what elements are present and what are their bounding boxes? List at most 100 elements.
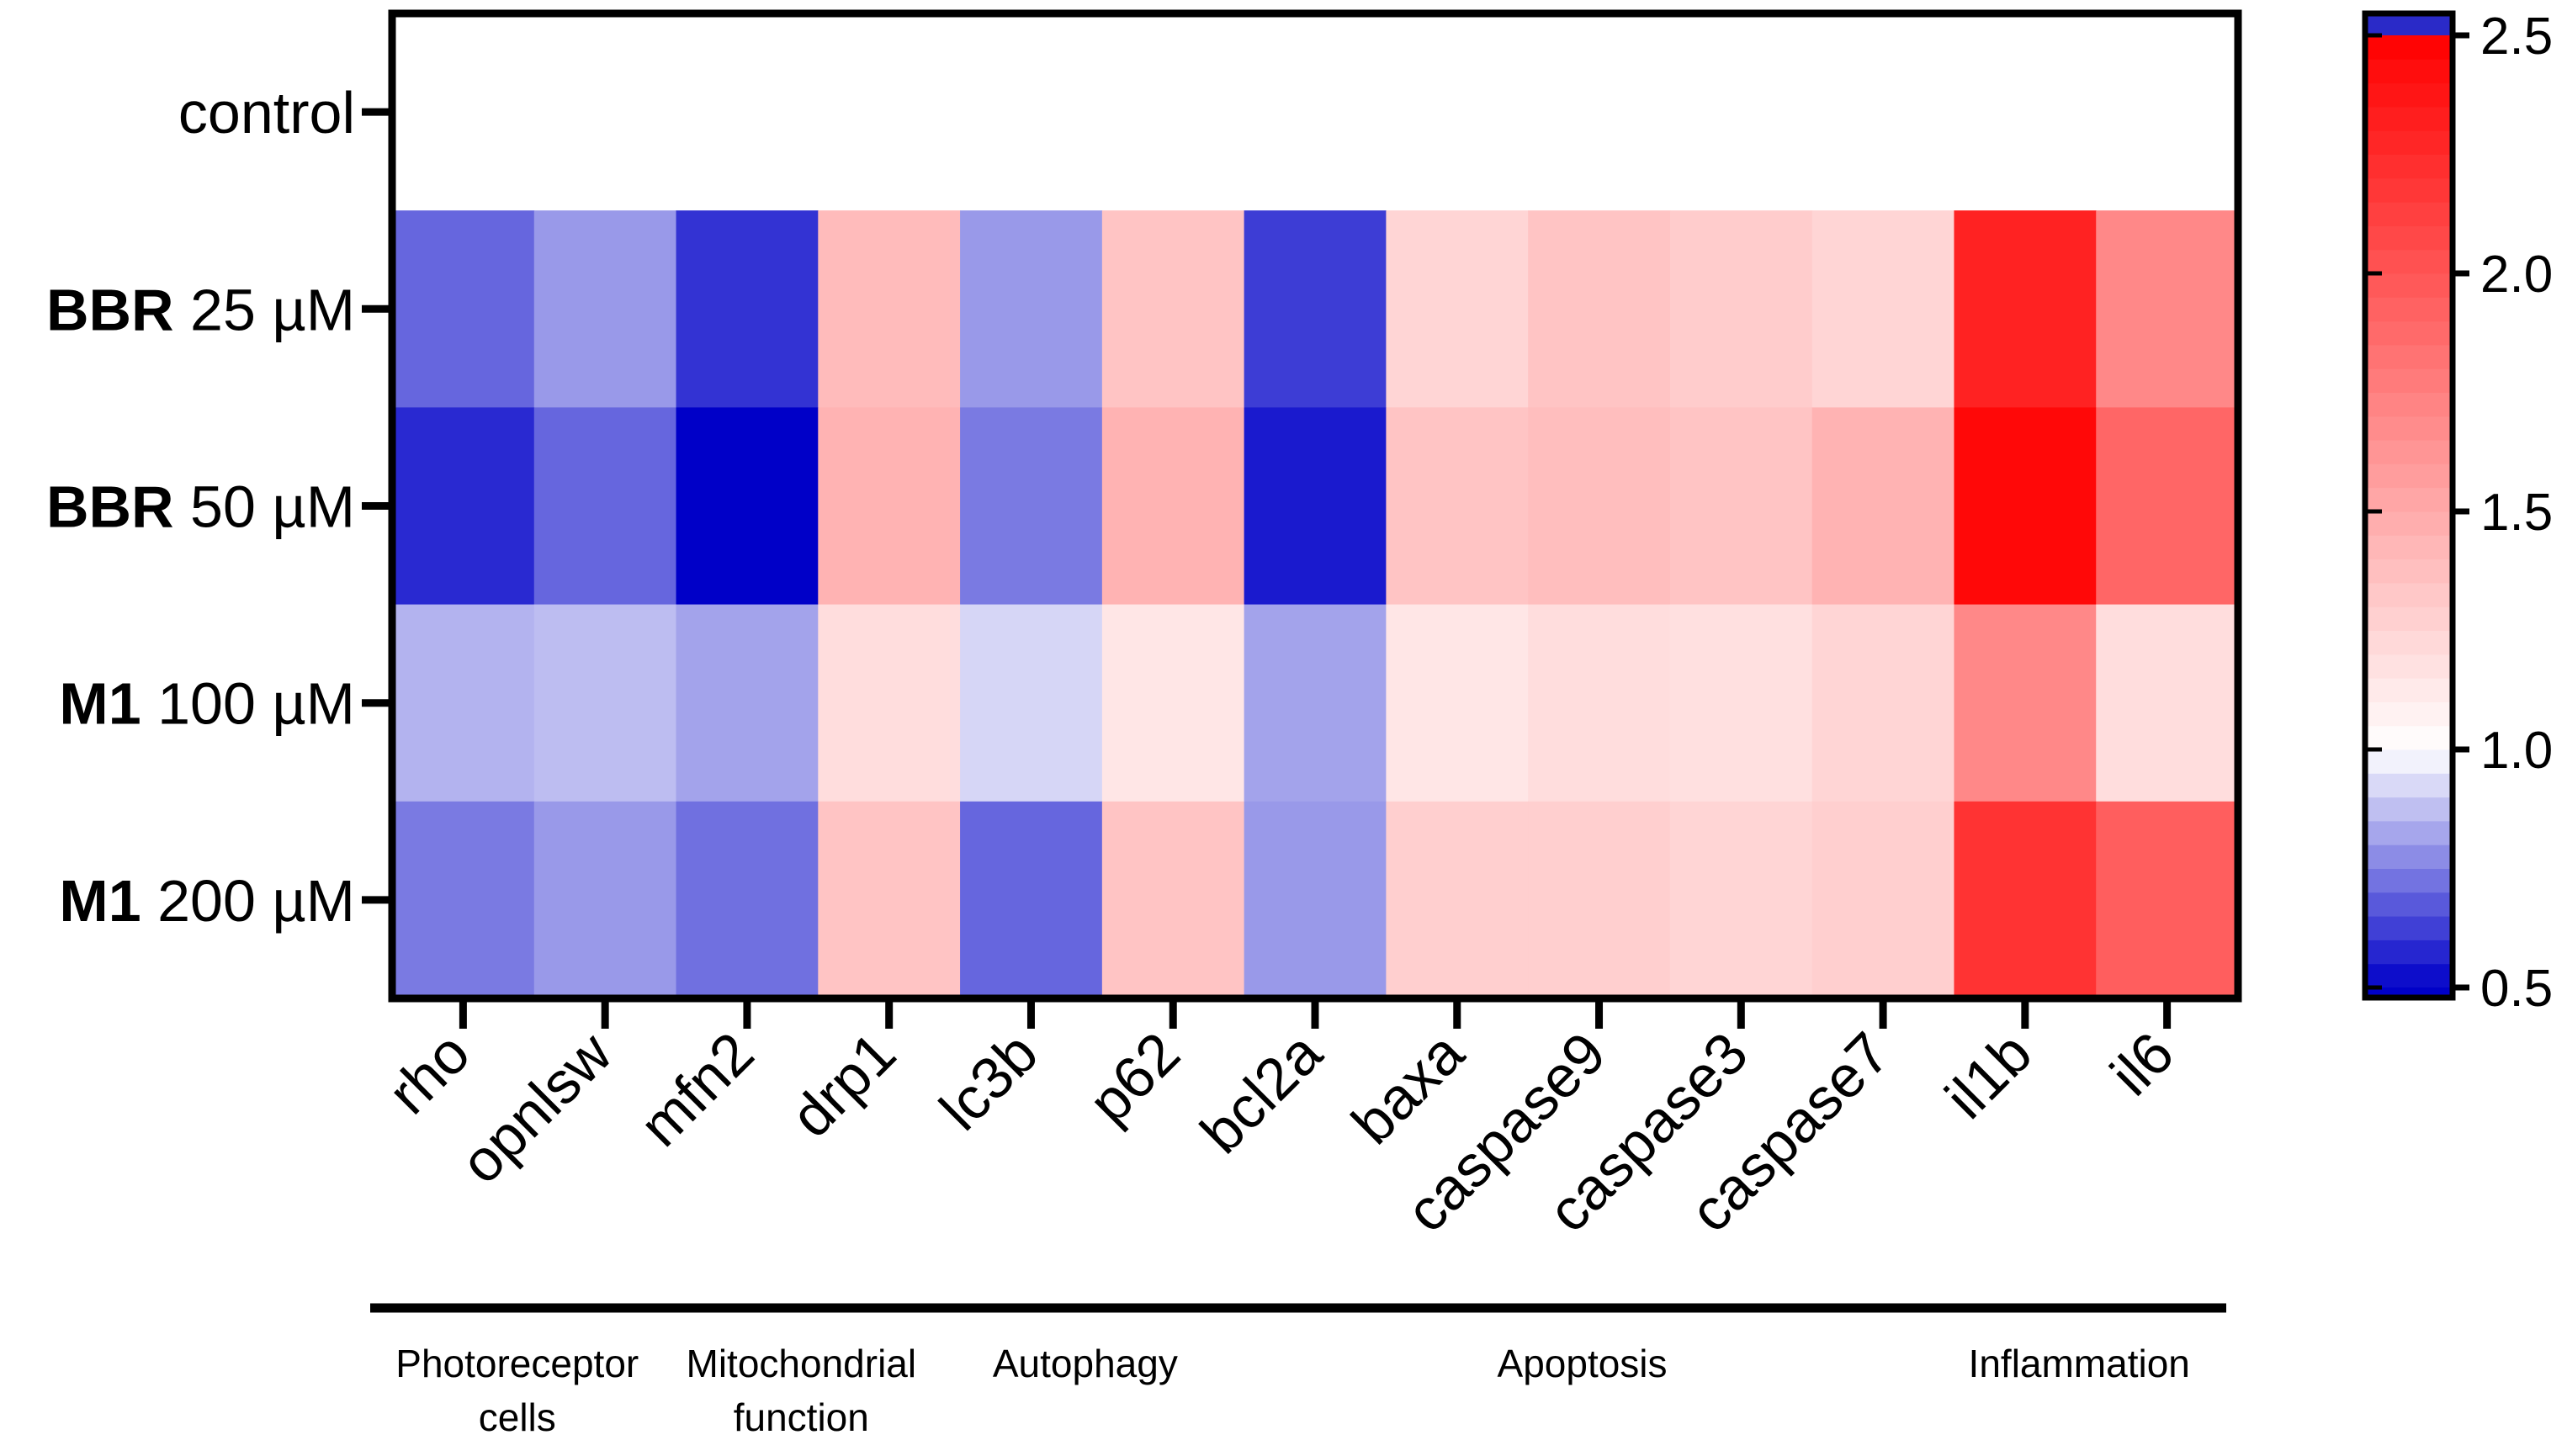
row-space (141, 671, 157, 737)
colorbar-band (2365, 392, 2453, 417)
colorbar-band (2365, 678, 2453, 702)
colorbar-band (2365, 487, 2453, 512)
colorbar-band (2365, 559, 2453, 584)
heatmap-cell (2096, 407, 2239, 606)
colorbar-band (2365, 249, 2453, 274)
heatmap-cell (676, 210, 819, 408)
heatmap-cell (1244, 801, 1387, 999)
heatmap-cell (1811, 801, 1954, 999)
colorbar-tick-label: 0.5 (2480, 960, 2553, 1018)
heatmap-cell (1244, 13, 1387, 211)
heatmap-cell (1669, 604, 1813, 802)
colorbar-band (2365, 320, 2453, 346)
column-label: rho (375, 1019, 482, 1126)
heatmap-cell (1244, 407, 1387, 606)
group-label: Inflammation (1969, 1342, 2190, 1385)
colorbar-band (2365, 177, 2453, 203)
colorbar-band (2365, 702, 2453, 727)
heatmap-cell (1954, 210, 2097, 408)
colorbar-tick-label: 1.0 (2480, 722, 2553, 780)
heatmap-cell (1528, 13, 1671, 211)
row-drug: BBR (46, 277, 174, 342)
heatmap-cell (960, 604, 1103, 802)
row-dose: 100 µM (157, 671, 355, 737)
group-label: Autophagy (993, 1342, 1178, 1385)
heatmap-cell (818, 604, 961, 802)
heatmap-cell (533, 801, 677, 999)
heatmap-cell (1101, 210, 1245, 408)
heatmap-cell (1101, 604, 1245, 802)
colorbar-band (2365, 154, 2453, 179)
colorbar-band (2365, 59, 2453, 84)
colorbar-band (2365, 820, 2453, 845)
heatmap-cell (392, 801, 535, 999)
heatmap-cell (960, 407, 1103, 606)
heatmap-cell (1954, 801, 2097, 999)
heatmap-cell (1101, 407, 1245, 606)
colorbar-band (2365, 963, 2453, 988)
heatmap-cell (392, 210, 535, 408)
heatmap-cell (1244, 210, 1387, 408)
heatmap-cell (2096, 13, 2239, 211)
column-label: mfn2 (627, 1019, 766, 1158)
heatmap-cell (818, 210, 961, 408)
heatmap-cell (818, 407, 961, 606)
heatmap-cell (1386, 407, 1529, 606)
row-label: control (178, 80, 355, 146)
column-label: bcl2a (1188, 1019, 1334, 1166)
colorbar-band (2365, 844, 2453, 869)
row-label: BBR 50 µM (46, 474, 355, 540)
colorbar-band (2365, 416, 2453, 441)
colorbar-band (2365, 535, 2453, 560)
heatmap-cell (1386, 13, 1529, 211)
heatmap-cell (818, 801, 961, 999)
colorbar-band (2365, 225, 2453, 251)
heatmap-cell (1528, 604, 1671, 802)
heatmap-cell (1954, 407, 2097, 606)
heatmap-cell (1954, 604, 2097, 802)
column-label: p62 (1076, 1019, 1192, 1136)
row-dose: 200 µM (157, 868, 355, 934)
colorbar-band (2365, 582, 2453, 607)
heatmap-cell (676, 407, 819, 606)
colorbar-band (2365, 749, 2453, 774)
heatmap-cell (1244, 604, 1387, 802)
colorbar-band (2365, 297, 2453, 322)
column-label: drp1 (778, 1019, 908, 1149)
colorbar-band (2365, 202, 2453, 226)
row-label: M1 200 µM (59, 868, 355, 934)
heatmap-cell (392, 604, 535, 802)
row-space (141, 868, 157, 934)
heatmap-cell (533, 210, 677, 408)
row-drug: M1 (59, 868, 141, 934)
colorbar-band (2365, 82, 2453, 108)
colorbar-band (2365, 106, 2453, 131)
group-label: Apoptosis (1498, 1342, 1668, 1385)
column-label: lc3b (927, 1019, 1050, 1142)
colorbar-band (2365, 463, 2453, 489)
heatmap-cell (392, 407, 535, 606)
colorbar-tick-label: 2.5 (2480, 8, 2553, 66)
row-label: M1 100 µM (59, 671, 355, 737)
heatmap-cell (960, 210, 1103, 408)
row-drug: BBR (46, 474, 174, 540)
row-label: BBR 25 µM (46, 277, 355, 342)
heatmap-cell (392, 13, 535, 211)
heatmap-cell (2096, 801, 2239, 999)
heatmap-cell (1811, 13, 1954, 211)
group-label: cells (479, 1395, 556, 1439)
colorbar-band (2365, 868, 2453, 893)
heatmap-cell (1101, 801, 1245, 999)
heatmap-cell (1954, 13, 2097, 211)
heatmap-cell (2096, 604, 2239, 802)
heatmap-cell (676, 604, 819, 802)
heatmap-cell (960, 801, 1103, 999)
colorbar-band (2365, 725, 2453, 750)
colorbar-band (2365, 892, 2453, 917)
heatmap-cell (676, 13, 819, 211)
heatmap-cell (1386, 801, 1529, 999)
heatmap-cell (533, 407, 677, 606)
heatmap-cell (676, 801, 819, 999)
heatmap-cell (533, 13, 677, 211)
